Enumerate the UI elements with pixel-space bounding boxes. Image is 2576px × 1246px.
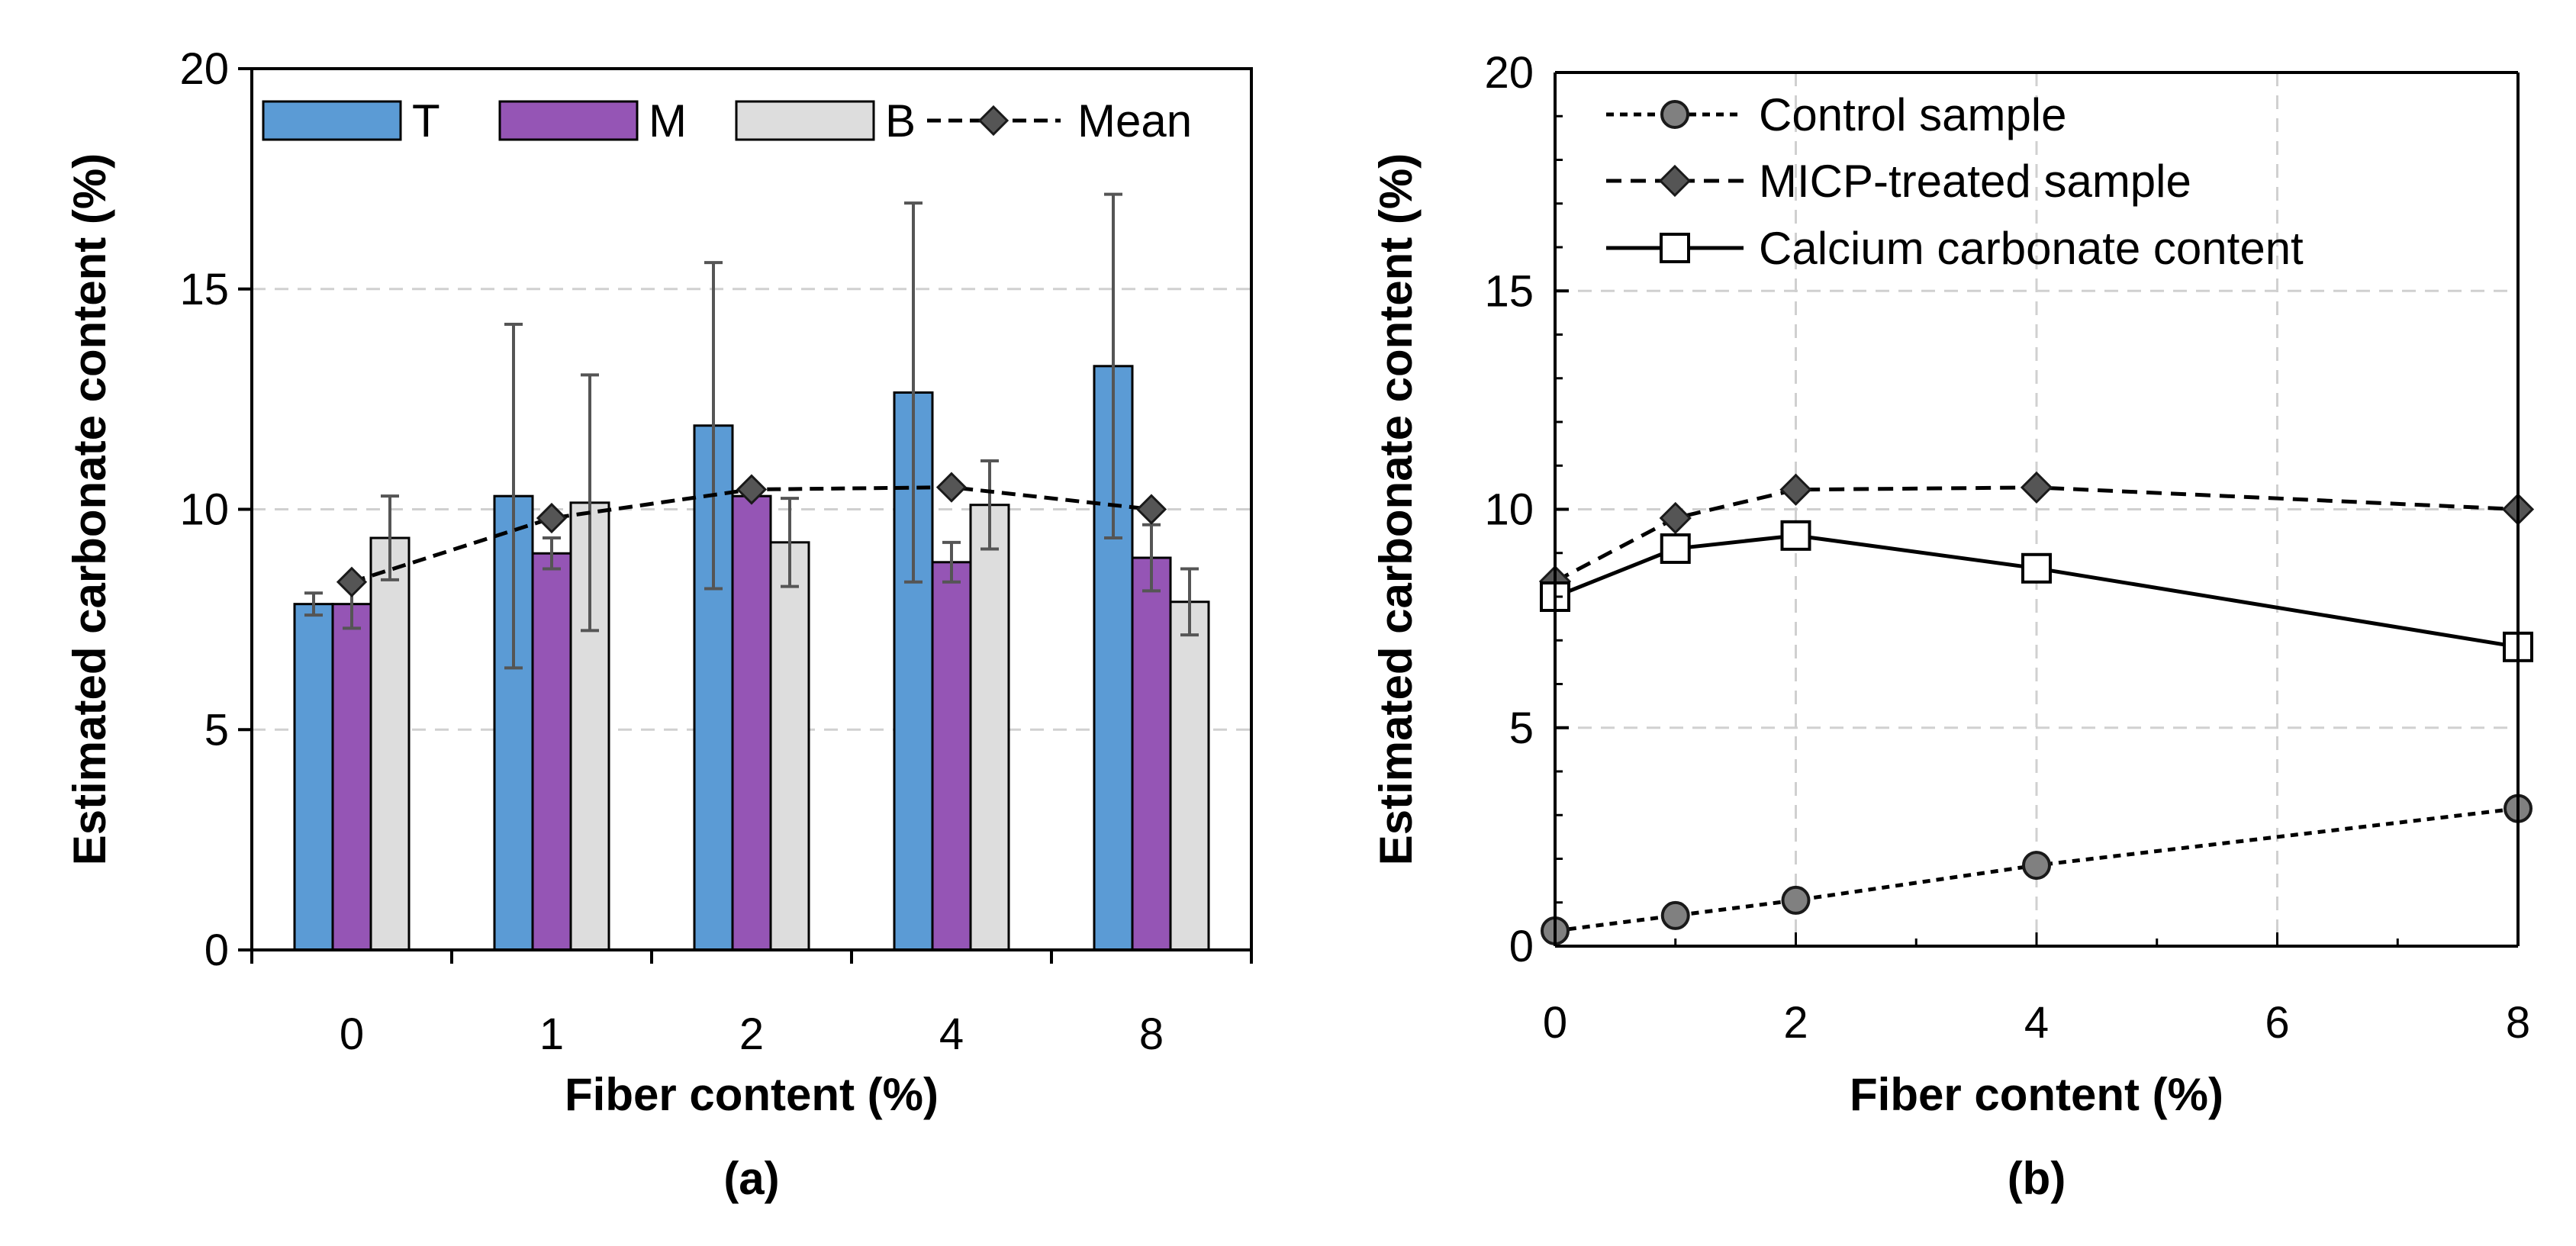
point-diamond-1 <box>1659 501 1692 535</box>
bar-T-0 <box>293 603 334 951</box>
bar-M-4 <box>931 561 972 951</box>
point-diamond-4 <box>2020 471 2053 504</box>
mean-point-1 <box>536 502 568 534</box>
bar-M-8 <box>1131 556 1172 951</box>
legend-marker-0 <box>1660 100 1689 129</box>
y-tick-label: 20 <box>179 44 229 94</box>
bar-M-2 <box>731 494 772 951</box>
legend-marker-2 <box>1660 233 1690 263</box>
legend-label-0: Control sample <box>1759 89 2067 140</box>
y-tick-label: 15 <box>179 265 229 314</box>
x-tick-label: 0 <box>1543 998 1567 1048</box>
x-tick-label: 6 <box>2265 998 2289 1048</box>
y-tick-label: 5 <box>1509 703 1534 753</box>
mean-point-4 <box>935 472 968 503</box>
bar-B-0 <box>369 536 411 951</box>
legend-marker-mean <box>977 105 1009 137</box>
bar-B-4 <box>969 504 1010 951</box>
legend-label-B: B <box>885 95 916 146</box>
legend-label-mean: Mean <box>1077 95 1192 146</box>
bar-M-0 <box>331 603 372 951</box>
y-tick-label: 15 <box>1484 266 1534 316</box>
legend-label-M: M <box>649 95 687 146</box>
x-tick-label: 4 <box>939 1009 964 1059</box>
legend-swatch-B <box>735 100 875 141</box>
y-axis-label: Estimated carbonate content (%) <box>64 153 115 866</box>
point-circle-4 <box>2022 851 2051 881</box>
series-line-1 <box>1554 485 2519 584</box>
y-tick-label: 5 <box>204 705 229 755</box>
y-tick-label: 10 <box>179 485 229 535</box>
y-tick-label: 0 <box>204 926 229 975</box>
panel-a-chart: 0 5 10 15 20 0 1 2 4 8 Fiber content (%) Estimated … <box>64 44 1253 1204</box>
point-square-4 <box>2021 552 2052 584</box>
y-axis-label: Estimated carbonate content (%) <box>1370 153 1422 866</box>
x-tick-label: 0 <box>340 1009 364 1059</box>
x-tick-label: 1 <box>539 1009 564 1059</box>
x-tick-label: 8 <box>1139 1009 1164 1059</box>
x-tick-label: 4 <box>2024 998 2049 1048</box>
legend-label-T: T <box>412 95 440 146</box>
legend-swatch-T <box>262 100 402 141</box>
point-circle-1 <box>1660 900 1690 930</box>
x-tick-label: 8 <box>2506 998 2530 1048</box>
point-diamond-2 <box>1779 473 1812 506</box>
point-square-2 <box>1780 520 1811 551</box>
x-axis-label: Fiber content (%) <box>565 1069 939 1120</box>
mean-point-8 <box>1135 494 1167 525</box>
series-line-0 <box>1554 807 2519 933</box>
y-tick-label: 20 <box>1484 48 1534 98</box>
panel-label-b: (b) <box>2008 1153 2066 1204</box>
bar-B-8 <box>1169 600 1210 951</box>
y-tick-label: 10 <box>1484 485 1534 535</box>
mean-point-0 <box>336 566 368 597</box>
legend-swatch-M <box>498 100 639 141</box>
y-tick-label: 0 <box>1509 922 1534 971</box>
legend-label-2: Calcium carbonate content <box>1759 223 2304 274</box>
mean-point-2 <box>736 474 768 505</box>
bar-M-1 <box>531 552 572 951</box>
x-tick-label: 2 <box>1783 998 1808 1048</box>
legend-marker-1 <box>1658 164 1692 198</box>
point-square-1 <box>1660 533 1691 565</box>
point-circle-2 <box>1781 885 1811 915</box>
bar-B-2 <box>769 541 810 951</box>
panel-label-a: (a) <box>723 1153 779 1204</box>
x-tick-label: 2 <box>739 1009 764 1059</box>
panel-b-chart: 0 5 10 15 20 0 2 4 6 8 Fiber content (%) Estimated … <box>1370 48 2535 1204</box>
x-axis-label: Fiber content (%) <box>1850 1069 2223 1120</box>
legend-label-1: MICP-treated sample <box>1759 156 2191 207</box>
